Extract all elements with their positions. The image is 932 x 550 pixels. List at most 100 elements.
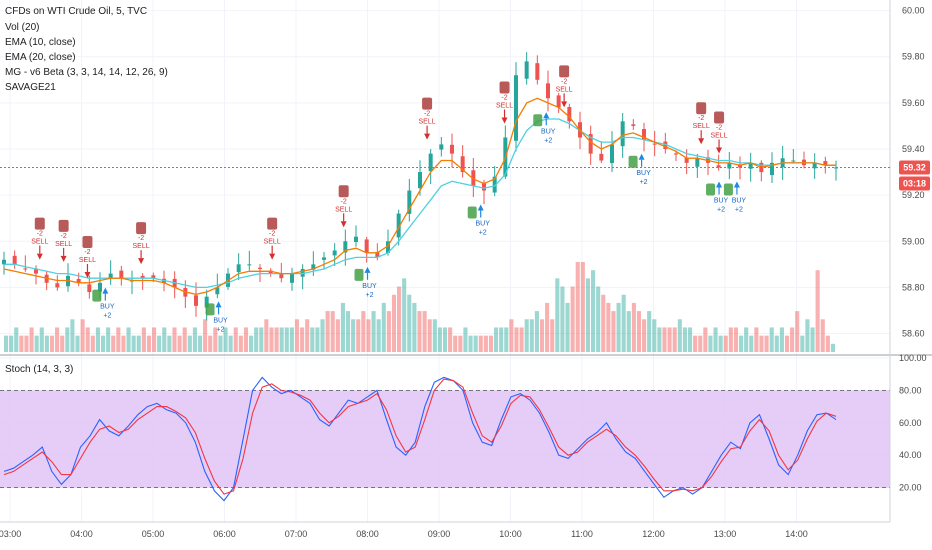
- candle-body: [34, 268, 38, 274]
- buy-tag: +2: [735, 206, 743, 213]
- volume-bar: [499, 327, 504, 352]
- stoch-k-line: [3, 376, 837, 502]
- buy-badge-icon: [205, 303, 215, 316]
- legend-ema-10[interactable]: EMA (10, close): [5, 37, 76, 48]
- volume-bar: [259, 327, 264, 352]
- volume-bar: [585, 278, 590, 352]
- candle-body: [98, 282, 102, 292]
- volume-bar: [606, 302, 611, 352]
- price-axis-ticks[interactable]: 60.00 59.80 59.60 59.40 59.20 59.00 58.80 58.60: [902, 6, 925, 339]
- candle-body: [492, 176, 497, 193]
- buy-badge-icon: [533, 114, 543, 127]
- volume-bar: [126, 327, 131, 352]
- time-tick-label: 07:00: [285, 529, 308, 539]
- volume-bar: [636, 311, 642, 352]
- buy-tag: +2: [103, 313, 111, 320]
- volume-bar: [65, 327, 70, 352]
- sell-arrow-icon: [60, 255, 67, 262]
- candle-body: [716, 165, 721, 168]
- volume-bar: [555, 278, 560, 352]
- volume-bar: [529, 319, 534, 352]
- price-tick-label: 59.60: [902, 98, 925, 108]
- ema-lines: [3, 97, 836, 295]
- stoch-band: [0, 390, 890, 488]
- candle-body: [247, 264, 252, 266]
- volume-bar: [361, 311, 366, 352]
- volume-bar: [197, 335, 203, 352]
- volume-bar: [769, 327, 774, 352]
- volume-bar: [483, 335, 488, 352]
- sell-badge-icon: [559, 65, 570, 78]
- sell-arrow-icon: [269, 253, 276, 260]
- volume-bar: [463, 327, 468, 352]
- volume-bar: [657, 327, 662, 352]
- stoch-tick-label: 60.00: [899, 418, 922, 428]
- legend-mg[interactable]: MG - v6 Beta (3, 3, 14, 14, 12, 26, 9): [5, 67, 168, 78]
- candle-body: [151, 275, 156, 279]
- candle-body: [386, 241, 390, 253]
- volume-bar: [243, 327, 249, 352]
- buy-badge-icon: [467, 206, 477, 219]
- stoch-d-line: [3, 378, 837, 495]
- volume-bar: [167, 335, 172, 352]
- candle-body: [23, 268, 28, 270]
- sell-arrow-icon: [561, 101, 568, 108]
- volume-bar: [550, 319, 555, 352]
- volume-bar: [703, 327, 708, 352]
- volume-bar: [55, 327, 60, 352]
- volume-bar: [157, 335, 162, 352]
- stoch-legend[interactable]: Stoch (14, 3, 3): [5, 364, 73, 375]
- volume-bar: [687, 327, 693, 352]
- sell-label: SELL: [693, 123, 710, 130]
- buy-arrow-icon: [543, 112, 550, 119]
- legend-ema-20[interactable]: EMA (20, close): [5, 52, 76, 63]
- volume-bar: [718, 335, 723, 352]
- candle-body: [695, 158, 700, 167]
- volume-bar: [182, 327, 187, 352]
- volume-bar: [473, 335, 478, 352]
- candle-body: [236, 264, 241, 273]
- volume-bar: [325, 311, 330, 352]
- volume-bar: [825, 335, 830, 352]
- sell-tag: -2: [501, 94, 507, 101]
- buy-arrow-icon: [733, 181, 740, 188]
- volume-bar: [494, 327, 499, 352]
- volume-bar: [805, 319, 810, 352]
- time-tick-label: 06:00: [213, 529, 236, 539]
- volume-bar: [402, 278, 407, 352]
- candle-body: [727, 162, 732, 169]
- volume-bar: [391, 294, 397, 352]
- volume-bar: [693, 335, 698, 352]
- stoch-axis-ticks[interactable]: 100.00 80.00 60.00 40.00 20.00: [899, 353, 927, 493]
- volume-bar: [759, 335, 764, 352]
- volume-bar: [677, 319, 682, 352]
- legend-savage[interactable]: SAVAGE21: [5, 82, 56, 93]
- volume-bar: [575, 262, 580, 352]
- legend-volume[interactable]: Vol (20): [5, 22, 39, 33]
- time-tick-label: 04:00: [70, 529, 93, 539]
- candle-body: [674, 153, 678, 155]
- legend-title[interactable]: CFDs on WTI Crude Oil, 5, TVC: [5, 6, 147, 17]
- volume-bar: [478, 335, 483, 352]
- volume-bar: [269, 327, 274, 352]
- candle-body: [76, 278, 81, 283]
- buy-arrow-icon: [215, 301, 222, 308]
- candle-body: [12, 255, 17, 265]
- candle-body: [194, 295, 198, 306]
- candle-body: [343, 241, 348, 253]
- volume-bar: [152, 327, 157, 352]
- candle-body: [396, 213, 401, 238]
- volume-bar: [397, 286, 402, 352]
- volume-bar: [223, 327, 228, 352]
- candle-body: [791, 160, 796, 162]
- time-axis-ticks[interactable]: 03:00 04:00 05:00 06:00 07:00 08:00 09:00 10:00…: [0, 529, 808, 539]
- volume-bar: [437, 327, 442, 352]
- volume-bar: [820, 319, 825, 352]
- candle-body: [748, 162, 753, 169]
- volume-bar: [514, 327, 519, 352]
- sell-arrow-icon: [501, 117, 508, 124]
- sell-tag: -2: [84, 249, 90, 256]
- candle-body: [364, 239, 369, 253]
- legend[interactable]: CFDs on WTI Crude Oil, 5, TVC Vol (20) E…: [5, 6, 168, 93]
